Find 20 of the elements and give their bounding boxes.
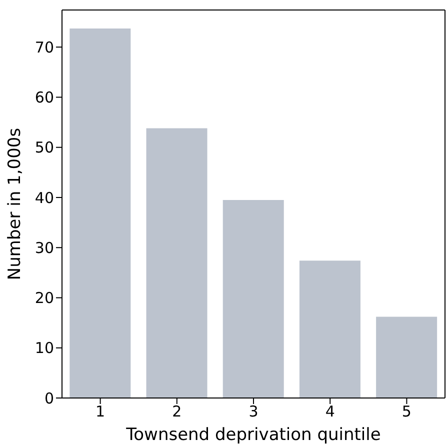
y-tick-label: 40 <box>34 188 54 207</box>
y-tick-label: 50 <box>34 138 54 157</box>
y-tick-label: 30 <box>34 238 54 257</box>
x-tick-label: 5 <box>402 402 412 421</box>
x-tick-label: 3 <box>248 402 258 421</box>
x-axis-title: Townsend deprivation quintile <box>125 425 381 444</box>
y-tick-label: 0 <box>44 389 54 408</box>
bar <box>70 28 131 398</box>
y-tick-label: 20 <box>34 289 54 308</box>
y-tick-label: 70 <box>34 38 54 56</box>
bar <box>299 260 360 398</box>
bar <box>376 316 438 398</box>
bar <box>146 128 208 398</box>
bar <box>222 200 284 398</box>
x-tick-label: 4 <box>325 402 335 421</box>
y-tick-label: 10 <box>34 339 54 358</box>
y-axis-title: Number in 1,000s <box>5 128 25 280</box>
x-tick-label: 1 <box>96 402 106 421</box>
y-tick-label: 60 <box>34 88 54 107</box>
x-tick-label: 2 <box>172 402 182 421</box>
